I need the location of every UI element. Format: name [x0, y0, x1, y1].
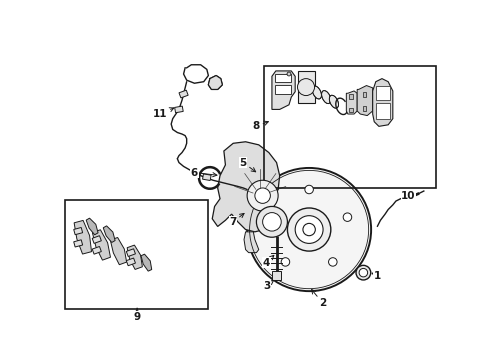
Bar	[363, 106, 366, 111]
Text: 10: 10	[400, 191, 415, 201]
Circle shape	[246, 168, 370, 291]
Bar	[297, 71, 314, 103]
Polygon shape	[110, 238, 126, 265]
Polygon shape	[356, 86, 372, 116]
Polygon shape	[92, 236, 101, 243]
Polygon shape	[86, 218, 98, 235]
Circle shape	[256, 206, 287, 237]
Circle shape	[262, 213, 281, 231]
Ellipse shape	[312, 86, 321, 99]
Polygon shape	[372, 78, 392, 126]
Bar	[271, 271, 281, 280]
Circle shape	[287, 208, 330, 251]
Polygon shape	[74, 220, 91, 254]
Circle shape	[246, 180, 278, 211]
Circle shape	[355, 265, 370, 280]
Bar	[375, 86, 389, 100]
Bar	[274, 85, 290, 94]
Bar	[375, 103, 389, 119]
Text: 6: 6	[190, 167, 217, 177]
Text: 9: 9	[133, 308, 141, 321]
Polygon shape	[74, 240, 82, 247]
Bar	[349, 108, 352, 112]
Bar	[349, 94, 352, 99]
Ellipse shape	[328, 95, 338, 108]
Text: 3: 3	[263, 280, 273, 291]
Circle shape	[266, 213, 274, 221]
Circle shape	[343, 213, 351, 221]
Text: 8: 8	[252, 121, 268, 131]
Polygon shape	[74, 228, 82, 235]
Polygon shape	[244, 232, 258, 253]
Bar	[363, 93, 366, 97]
Circle shape	[304, 185, 313, 194]
Circle shape	[358, 269, 367, 277]
Text: 1: 1	[371, 271, 380, 281]
Circle shape	[254, 188, 270, 203]
Polygon shape	[127, 245, 142, 269]
Polygon shape	[141, 254, 151, 271]
Circle shape	[297, 78, 314, 95]
Polygon shape	[271, 71, 295, 109]
Polygon shape	[346, 91, 356, 114]
Polygon shape	[212, 142, 279, 232]
Circle shape	[295, 216, 323, 243]
Polygon shape	[126, 249, 135, 256]
Text: 7: 7	[229, 213, 244, 227]
Text: 11: 11	[153, 108, 174, 119]
Polygon shape	[174, 106, 183, 113]
Bar	[264, 66, 435, 188]
Polygon shape	[92, 247, 101, 254]
Circle shape	[328, 258, 336, 266]
Text: 4: 4	[262, 255, 273, 267]
Bar	[274, 74, 290, 82]
Polygon shape	[208, 76, 222, 89]
Text: 2: 2	[311, 289, 326, 309]
Polygon shape	[202, 174, 211, 180]
Bar	[65, 199, 208, 309]
Circle shape	[302, 223, 315, 236]
Polygon shape	[179, 90, 188, 98]
Text: 5: 5	[239, 158, 255, 172]
Ellipse shape	[321, 91, 330, 104]
Circle shape	[281, 258, 289, 266]
Polygon shape	[103, 226, 115, 242]
Polygon shape	[126, 258, 135, 266]
Circle shape	[286, 72, 290, 76]
Polygon shape	[92, 230, 110, 260]
